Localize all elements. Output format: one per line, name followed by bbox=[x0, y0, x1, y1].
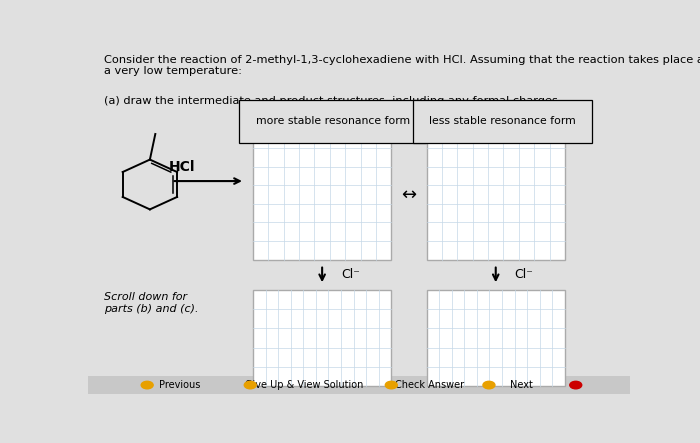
Circle shape bbox=[570, 381, 582, 389]
Text: Cl⁻: Cl⁻ bbox=[341, 268, 360, 281]
Text: Next: Next bbox=[510, 380, 533, 390]
Text: ↔: ↔ bbox=[401, 186, 416, 204]
Circle shape bbox=[385, 381, 398, 389]
Bar bbox=[88, 376, 630, 394]
Circle shape bbox=[141, 381, 153, 389]
Circle shape bbox=[483, 381, 495, 389]
Text: Cl⁻: Cl⁻ bbox=[514, 268, 533, 281]
Bar bbox=[253, 130, 391, 260]
Text: Scroll down for
parts (b) and (c).: Scroll down for parts (b) and (c). bbox=[104, 292, 198, 314]
Text: HCl: HCl bbox=[169, 160, 196, 175]
Text: (a) draw the intermediate and product structures, including any formal charges.: (a) draw the intermediate and product st… bbox=[104, 96, 561, 106]
Text: Check Answer: Check Answer bbox=[395, 380, 464, 390]
Text: Consider the reaction of 2-methyl-1,3-cyclohexadiene with HCl. Assuming that the: Consider the reaction of 2-methyl-1,3-cy… bbox=[104, 55, 700, 77]
Circle shape bbox=[244, 381, 256, 389]
Bar bbox=[253, 290, 391, 386]
Bar bbox=[426, 130, 565, 260]
Text: more stable resonance form: more stable resonance form bbox=[256, 117, 410, 127]
Text: less stable resonance form: less stable resonance form bbox=[429, 117, 576, 127]
Bar bbox=[426, 290, 565, 386]
Text: Previous: Previous bbox=[159, 380, 200, 390]
Text: Give Up & View Solution: Give Up & View Solution bbox=[245, 380, 364, 390]
